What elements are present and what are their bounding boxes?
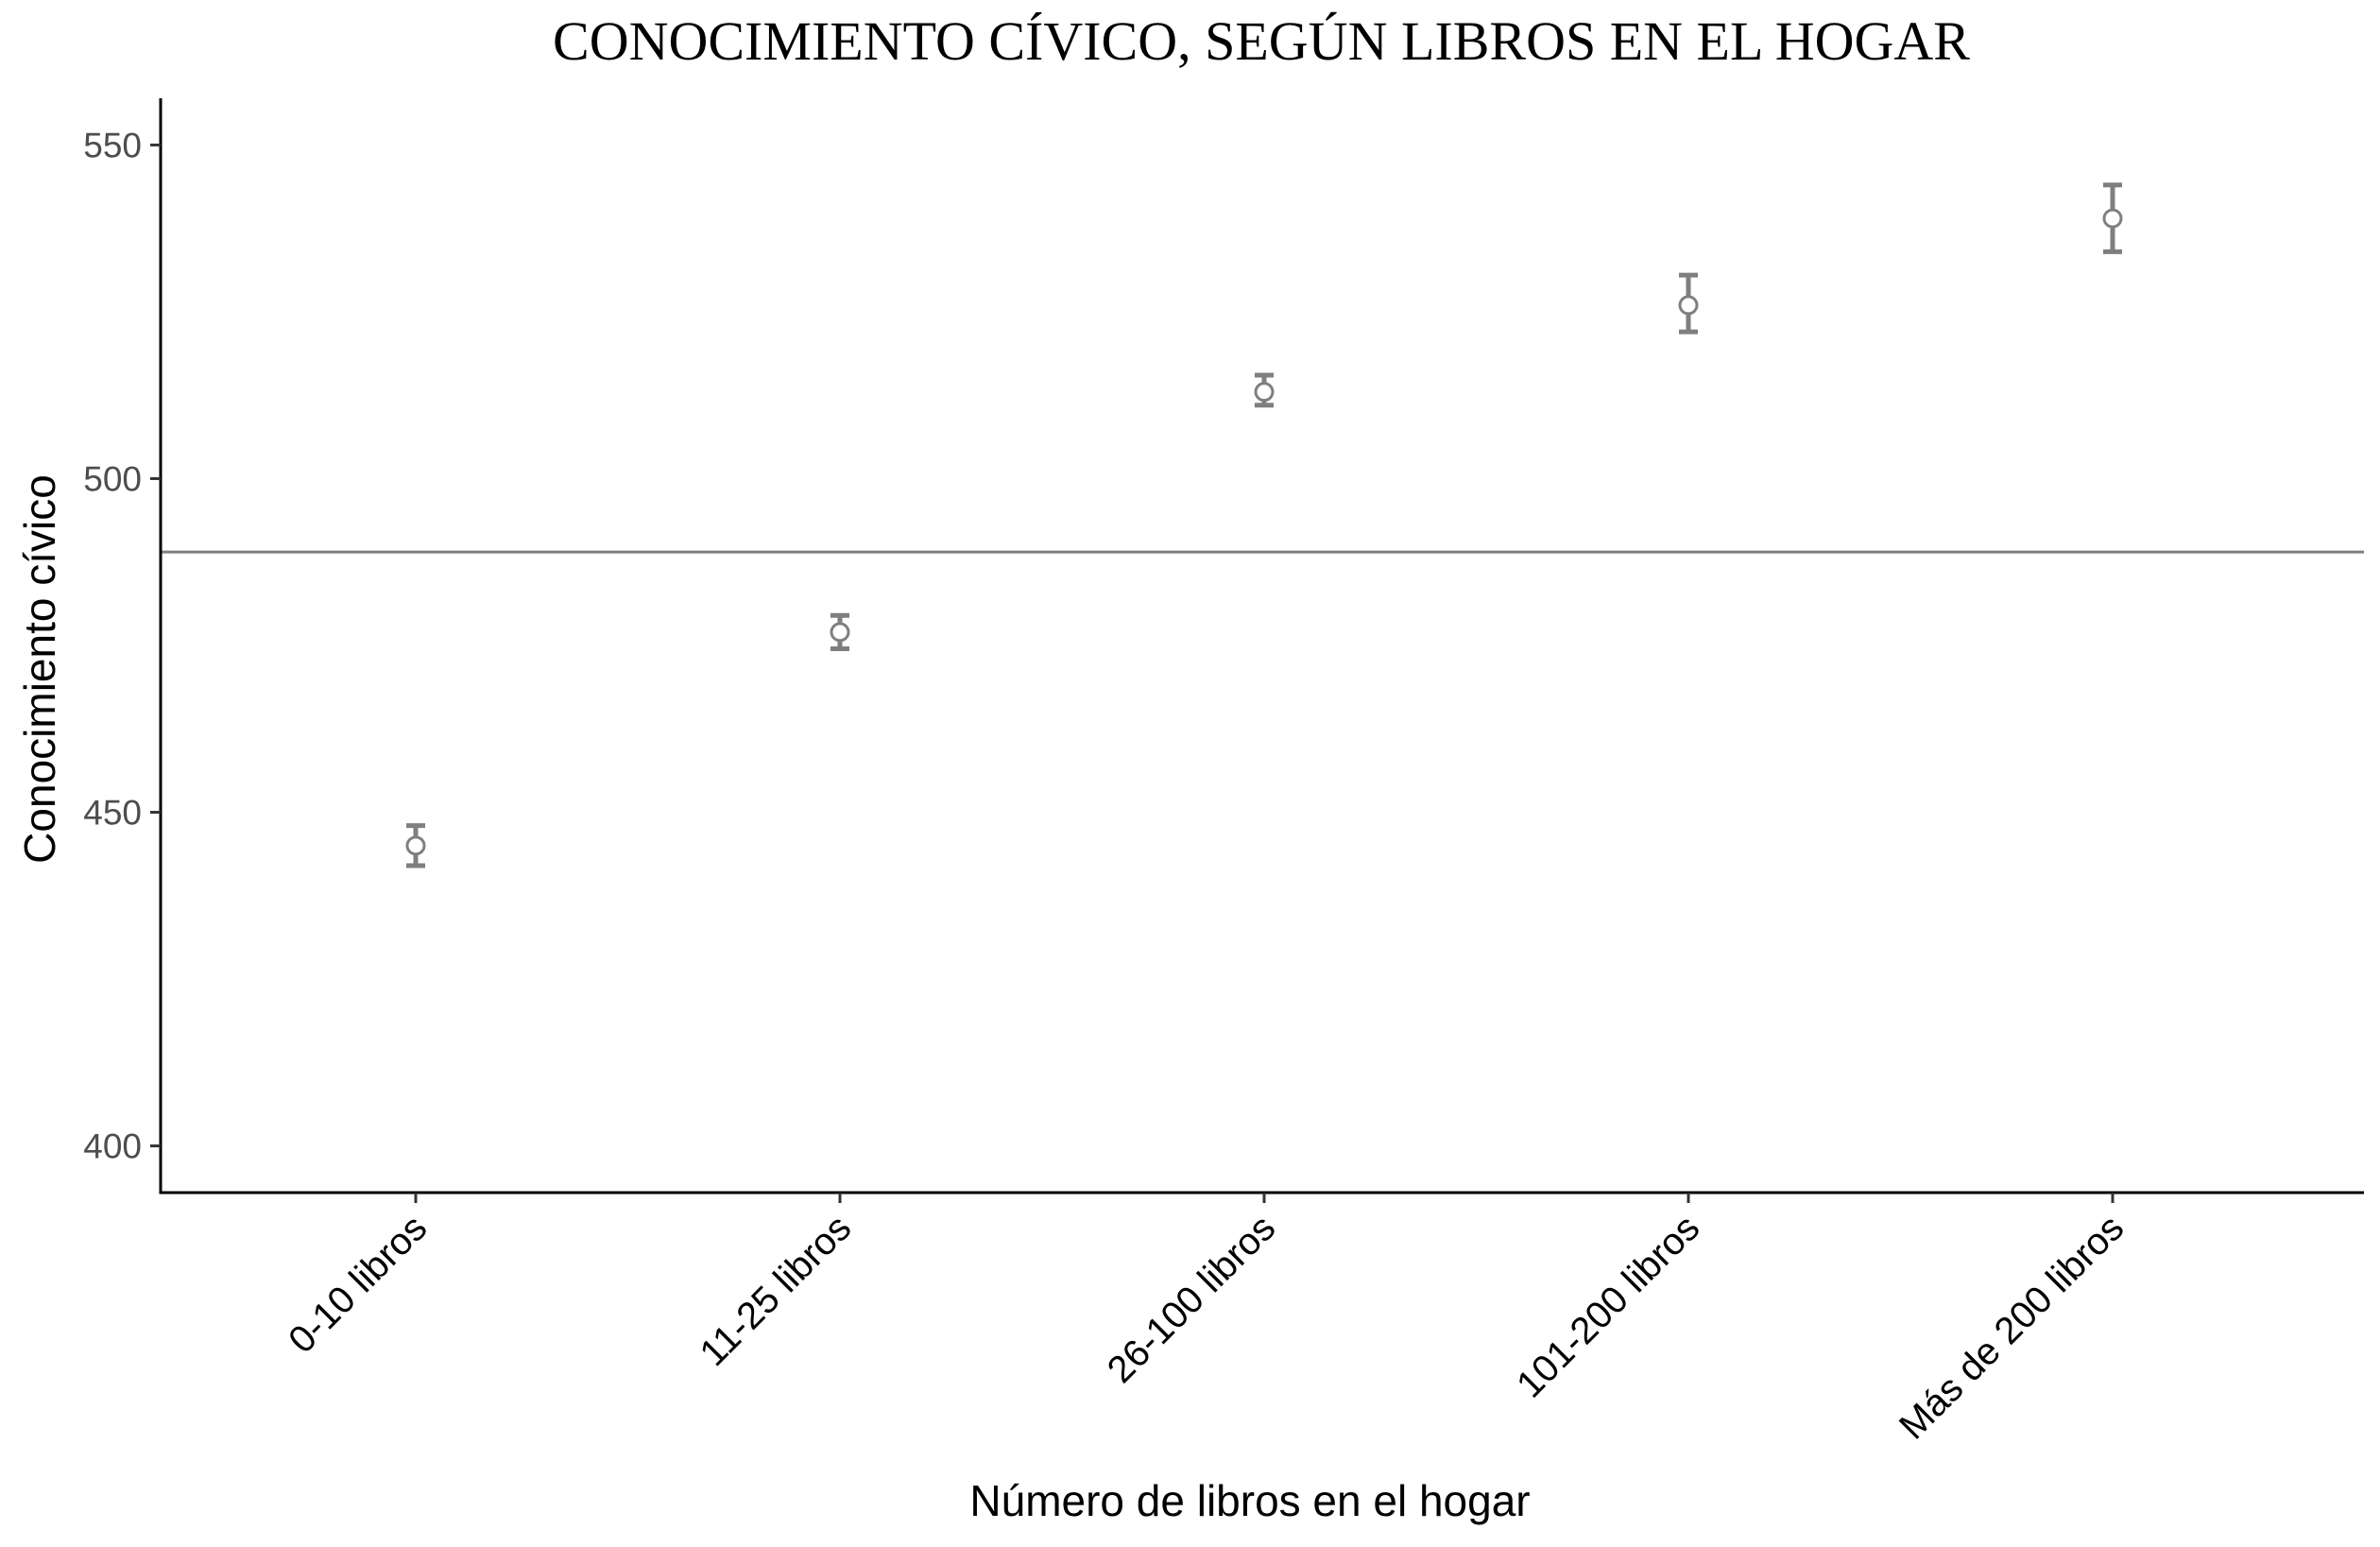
data-point [405,835,426,856]
y-tick-label: 500 [83,459,142,498]
data-points [405,182,2123,868]
data-point [1678,295,1699,316]
x-tick-label: 0-10 libros [281,1207,435,1361]
x-tick-label: Más de 200 libros [1892,1207,2132,1447]
x-tick-label: 11-25 libros [693,1207,860,1374]
plot-area: 400 450 500 550 0-10 libros 11-25 libros 26-1… [83,98,2364,1448]
y-axis: 400 450 500 550 [83,98,163,1195]
x-axis-title: Número de libros en el hogar [969,1476,1530,1525]
data-point [2102,208,2123,229]
chart-title: CONOCIMIENTO CÍVICO, SEGÚN LIBROS EN EL … [553,10,1970,72]
data-point [830,622,850,643]
y-tick-label: 450 [83,794,142,833]
data-point [1254,382,1275,403]
x-tick-label: 26-100 libros [1100,1207,1284,1391]
x-axis: 0-10 libros 11-25 libros 26-100 libros 101-… [159,1191,2364,1448]
y-tick-label: 400 [83,1127,142,1166]
y-tick-label: 550 [83,126,142,164]
x-tick-label: 101-200 libros [1509,1207,1707,1405]
y-axis-title: Conocimiento cívico [15,474,64,864]
